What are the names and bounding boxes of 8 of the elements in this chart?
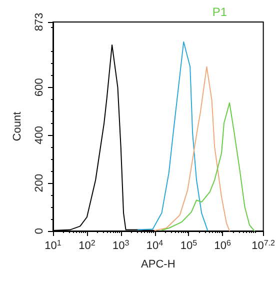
x-axis-title: APC-H bbox=[141, 258, 176, 270]
y-tick-label: 0 bbox=[34, 228, 46, 234]
y-tick-label: 600 bbox=[34, 78, 46, 97]
y-tick-label: 200 bbox=[34, 174, 46, 192]
y-tick-label: 400 bbox=[34, 126, 46, 144]
y-axis-title: Count bbox=[12, 112, 24, 142]
text: P1 bbox=[212, 5, 228, 19]
y-tick-label: 873 bbox=[34, 12, 46, 32]
